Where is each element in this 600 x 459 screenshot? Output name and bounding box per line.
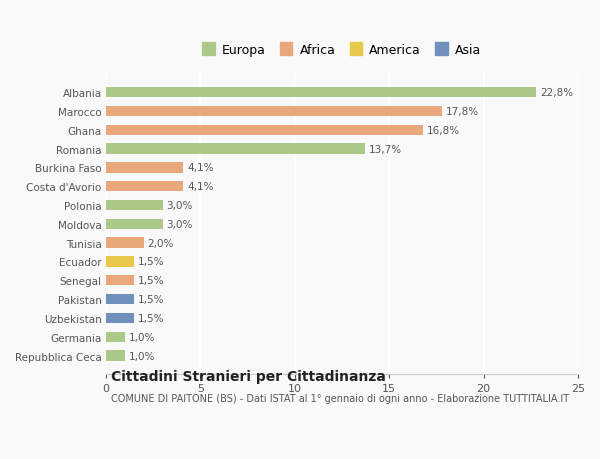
Bar bbox=[106, 106, 442, 117]
Bar bbox=[106, 125, 423, 135]
Legend: Europa, Africa, America, Asia: Europa, Africa, America, Asia bbox=[203, 44, 481, 57]
Text: Cittadini Stranieri per Cittadinanza: Cittadini Stranieri per Cittadinanza bbox=[110, 369, 386, 384]
Text: 3,0%: 3,0% bbox=[166, 201, 193, 211]
Text: 13,7%: 13,7% bbox=[368, 144, 401, 154]
Bar bbox=[106, 257, 134, 267]
Bar bbox=[106, 163, 184, 173]
Bar bbox=[106, 88, 536, 98]
Text: 1,5%: 1,5% bbox=[138, 257, 164, 267]
Text: 3,0%: 3,0% bbox=[166, 219, 193, 230]
Bar bbox=[106, 351, 125, 361]
Text: 16,8%: 16,8% bbox=[427, 125, 460, 135]
Text: 17,8%: 17,8% bbox=[446, 106, 479, 117]
Bar bbox=[106, 219, 163, 230]
Text: 4,1%: 4,1% bbox=[187, 163, 214, 173]
Bar bbox=[106, 182, 184, 192]
Text: 1,5%: 1,5% bbox=[138, 276, 164, 285]
Text: 1,5%: 1,5% bbox=[138, 294, 164, 304]
Bar bbox=[106, 275, 134, 286]
Bar bbox=[106, 294, 134, 305]
Bar bbox=[106, 332, 125, 342]
Text: 1,0%: 1,0% bbox=[128, 332, 155, 342]
Text: 2,0%: 2,0% bbox=[148, 238, 174, 248]
Bar bbox=[106, 201, 163, 211]
Text: 1,0%: 1,0% bbox=[128, 351, 155, 361]
Text: 4,1%: 4,1% bbox=[187, 182, 214, 192]
Bar bbox=[106, 313, 134, 323]
Text: 22,8%: 22,8% bbox=[540, 88, 574, 98]
Text: 1,5%: 1,5% bbox=[138, 313, 164, 323]
Bar bbox=[106, 144, 365, 154]
Bar bbox=[106, 238, 143, 248]
Text: COMUNE DI PAITONE (BS) - Dati ISTAT al 1° gennaio di ogni anno - Elaborazione TU: COMUNE DI PAITONE (BS) - Dati ISTAT al 1… bbox=[110, 394, 569, 403]
